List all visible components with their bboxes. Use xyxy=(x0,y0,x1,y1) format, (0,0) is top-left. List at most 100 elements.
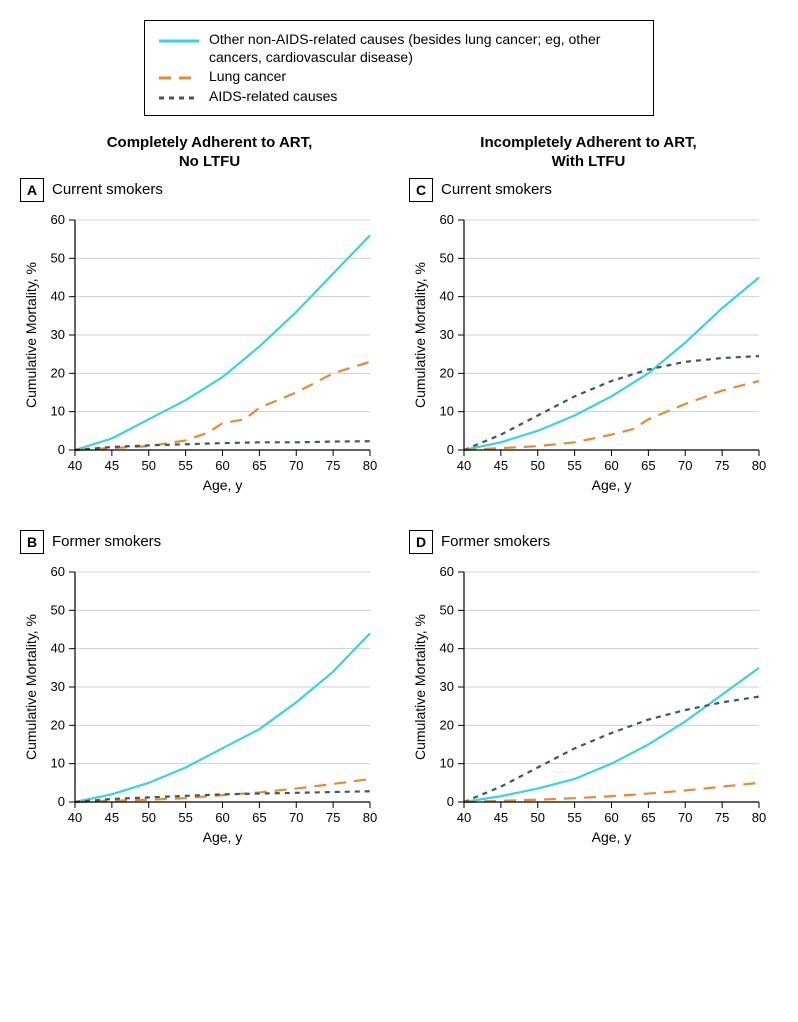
chart-wrap: 4045505560657075800102030405060Age, yCum… xyxy=(409,562,769,852)
legend: Other non-AIDS-related causes (besides l… xyxy=(144,20,654,116)
chart: 4045505560657075800102030405060Age, yCum… xyxy=(409,562,769,852)
panel-title: D Former smokers xyxy=(409,530,778,554)
svg-text:60: 60 xyxy=(604,458,618,473)
series-other xyxy=(464,277,759,450)
svg-text:20: 20 xyxy=(440,717,454,732)
panel-title: C Current smokers xyxy=(409,178,778,202)
panel-subtitle: Current smokers xyxy=(52,181,163,198)
svg-text:55: 55 xyxy=(567,810,581,825)
svg-text:40: 40 xyxy=(440,640,454,655)
legend-swatch xyxy=(159,39,199,43)
svg-text:40: 40 xyxy=(68,458,82,473)
chart-wrap: 40 45 50 55 60 65 70 75 80 0 10 20 30 40 50 60 Age, y Cum… xyxy=(20,562,380,852)
svg-text:20: 20 xyxy=(51,365,65,380)
svg-text:70: 70 xyxy=(289,810,303,825)
svg-text:75: 75 xyxy=(326,458,340,473)
panel-A: ACurrent smokers404550556065707580010203… xyxy=(20,178,389,500)
legend-item: AIDS-related causes xyxy=(159,88,639,106)
legend-label: AIDS-related causes xyxy=(209,88,639,106)
svg-text:60: 60 xyxy=(51,564,65,579)
col-header-right: Incompletely Adherent to ART,With LTFU xyxy=(399,134,778,172)
chart: 40 45 50 55 60 65 70 75 80 0 10 20 30 40 50 60 Age, y Cum… xyxy=(20,562,380,852)
svg-text:20: 20 xyxy=(440,365,454,380)
svg-text:40: 40 xyxy=(51,640,65,655)
svg-text:80: 80 xyxy=(752,810,766,825)
svg-text:75: 75 xyxy=(326,810,340,825)
svg-text:60: 60 xyxy=(440,212,454,227)
svg-text:45: 45 xyxy=(105,810,119,825)
svg-text:65: 65 xyxy=(641,810,655,825)
svg-text:50: 50 xyxy=(440,250,454,265)
panel-subtitle: Former smokers xyxy=(52,533,161,550)
svg-text:40: 40 xyxy=(51,288,65,303)
svg-text:10: 10 xyxy=(51,755,65,770)
svg-text:70: 70 xyxy=(289,458,303,473)
x-axis-label: Age, y xyxy=(592,829,632,845)
svg-text:10: 10 xyxy=(440,755,454,770)
svg-text:75: 75 xyxy=(715,458,729,473)
panels-grid: A Current smokers 40 45 50 55 60 65 70 75 80 0 10 20 3… xyxy=(20,178,778,852)
svg-text:0: 0 xyxy=(58,442,65,457)
x-axis-label: Age, y xyxy=(592,477,632,493)
svg-text:55: 55 xyxy=(567,458,581,473)
svg-text:10: 10 xyxy=(440,403,454,418)
panel-letter: A xyxy=(20,178,44,202)
legend-item: Other non-AIDS-related causes (besides l… xyxy=(159,31,639,66)
series-lung xyxy=(464,782,759,801)
svg-text:60: 60 xyxy=(440,564,454,579)
svg-text:40: 40 xyxy=(68,810,82,825)
svg-text:80: 80 xyxy=(363,810,377,825)
chart-wrap: 4045505560657075800102030405060Age, yCum… xyxy=(409,210,769,500)
panel-letter: C xyxy=(409,178,433,202)
series-aids xyxy=(464,696,759,801)
svg-text:50: 50 xyxy=(51,602,65,617)
chart-wrap: 4045505560657075800102030405060Age, yCum… xyxy=(20,210,380,500)
svg-text:50: 50 xyxy=(142,810,156,825)
panel-title: B Former smokers xyxy=(20,530,389,554)
panel-letter: D xyxy=(409,530,433,554)
svg-text:50: 50 xyxy=(142,458,156,473)
svg-text:80: 80 xyxy=(752,458,766,473)
svg-text:45: 45 xyxy=(105,458,119,473)
y-axis-label: Cumulative Mortality, % xyxy=(23,261,39,407)
series-other xyxy=(464,667,759,801)
svg-text:55: 55 xyxy=(178,810,192,825)
svg-text:80: 80 xyxy=(363,458,377,473)
col-header-left: Completely Adherent to ART,No LTFU xyxy=(20,134,399,172)
x-axis-label: Age, y xyxy=(203,829,243,845)
panel-title: A Current smokers xyxy=(20,178,389,202)
chart: 4045505560657075800102030405060Age, yCum… xyxy=(409,210,769,500)
svg-text:0: 0 xyxy=(58,794,65,809)
svg-text:40: 40 xyxy=(440,288,454,303)
svg-text:30: 30 xyxy=(440,327,454,342)
svg-text:50: 50 xyxy=(531,458,545,473)
legend-swatch xyxy=(159,96,199,100)
svg-text:60: 60 xyxy=(215,458,229,473)
svg-text:30: 30 xyxy=(51,679,65,694)
y-axis-label: Cumulative Mortality, % xyxy=(412,613,428,759)
svg-text:30: 30 xyxy=(440,679,454,694)
svg-text:20: 20 xyxy=(51,717,65,732)
panel-subtitle: Former smokers xyxy=(441,533,550,550)
svg-text:65: 65 xyxy=(641,458,655,473)
svg-text:0: 0 xyxy=(447,794,454,809)
legend-item: Lung cancer xyxy=(159,68,639,86)
panel-D: DFormer smokers4045505560657075800102030… xyxy=(409,530,778,852)
svg-text:60: 60 xyxy=(51,212,65,227)
panel-letter: B xyxy=(20,530,44,554)
series-other xyxy=(75,235,370,450)
svg-text:0: 0 xyxy=(447,442,454,457)
legend-swatch xyxy=(159,76,199,80)
svg-text:50: 50 xyxy=(531,810,545,825)
y-axis-label: Cumulative Mortality, % xyxy=(23,613,39,759)
legend-label: Other non-AIDS-related causes (besides l… xyxy=(209,31,639,66)
svg-text:75: 75 xyxy=(715,810,729,825)
column-headers: Completely Adherent to ART,No LTFU Incom… xyxy=(20,134,778,172)
svg-text:70: 70 xyxy=(678,458,692,473)
svg-text:65: 65 xyxy=(252,810,266,825)
panel-subtitle: Current smokers xyxy=(441,181,552,198)
svg-text:50: 50 xyxy=(51,250,65,265)
svg-text:40: 40 xyxy=(457,810,471,825)
series-aids xyxy=(464,356,759,450)
svg-text:60: 60 xyxy=(215,810,229,825)
